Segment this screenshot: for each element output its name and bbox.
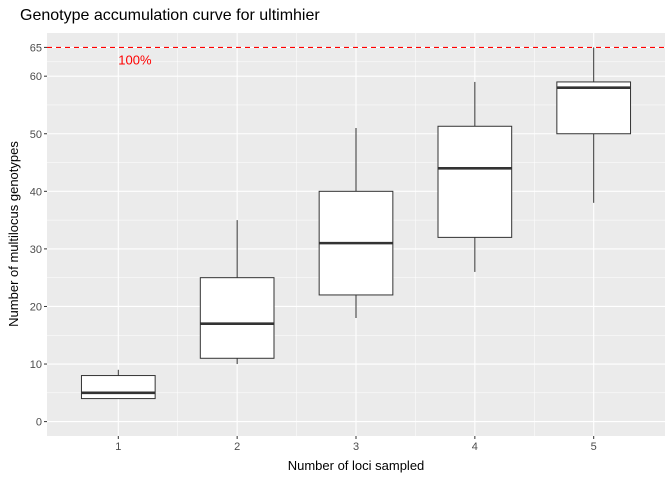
box-body <box>80 375 156 400</box>
reference-label: 100% <box>118 52 152 67</box>
y-tick-label: 10 <box>30 359 42 371</box>
chart-title: Genotype accumulation curve for ultimhie… <box>20 7 320 24</box>
x-tick-label: 3 <box>353 441 359 453</box>
y-axis-title: Number of multilocus genotypes <box>6 141 21 327</box>
box-2 <box>199 220 275 365</box>
y-tick-label: 0 <box>36 417 42 429</box>
y-tick-label: 40 <box>30 186 42 198</box>
x-tick-label: 2 <box>234 441 240 453</box>
boxes <box>80 47 632 400</box>
box-1 <box>80 369 156 400</box>
y-tick-label: 20 <box>30 301 42 313</box>
y-tick-label: 50 <box>30 129 42 141</box>
x-tick-label: 4 <box>472 441 478 453</box>
box-body <box>556 81 632 135</box>
box-4 <box>437 81 513 272</box>
box-body <box>437 125 513 238</box>
box-5 <box>556 47 632 203</box>
x-axis: 1 2 3 4 5 <box>115 436 597 453</box>
y-tick-label: 65 <box>30 42 42 54</box>
y-tick-label: 60 <box>30 71 42 83</box>
box-body <box>199 277 275 359</box>
y-tick-label: 30 <box>30 244 42 256</box>
x-tick-label: 1 <box>115 441 121 453</box>
x-tick-label: 5 <box>591 441 597 453</box>
box-3 <box>318 127 394 318</box>
x-axis-title: Number of loci sampled <box>288 458 425 473</box>
y-axis: 0 10 20 30 40 50 60 65 <box>30 42 47 429</box>
